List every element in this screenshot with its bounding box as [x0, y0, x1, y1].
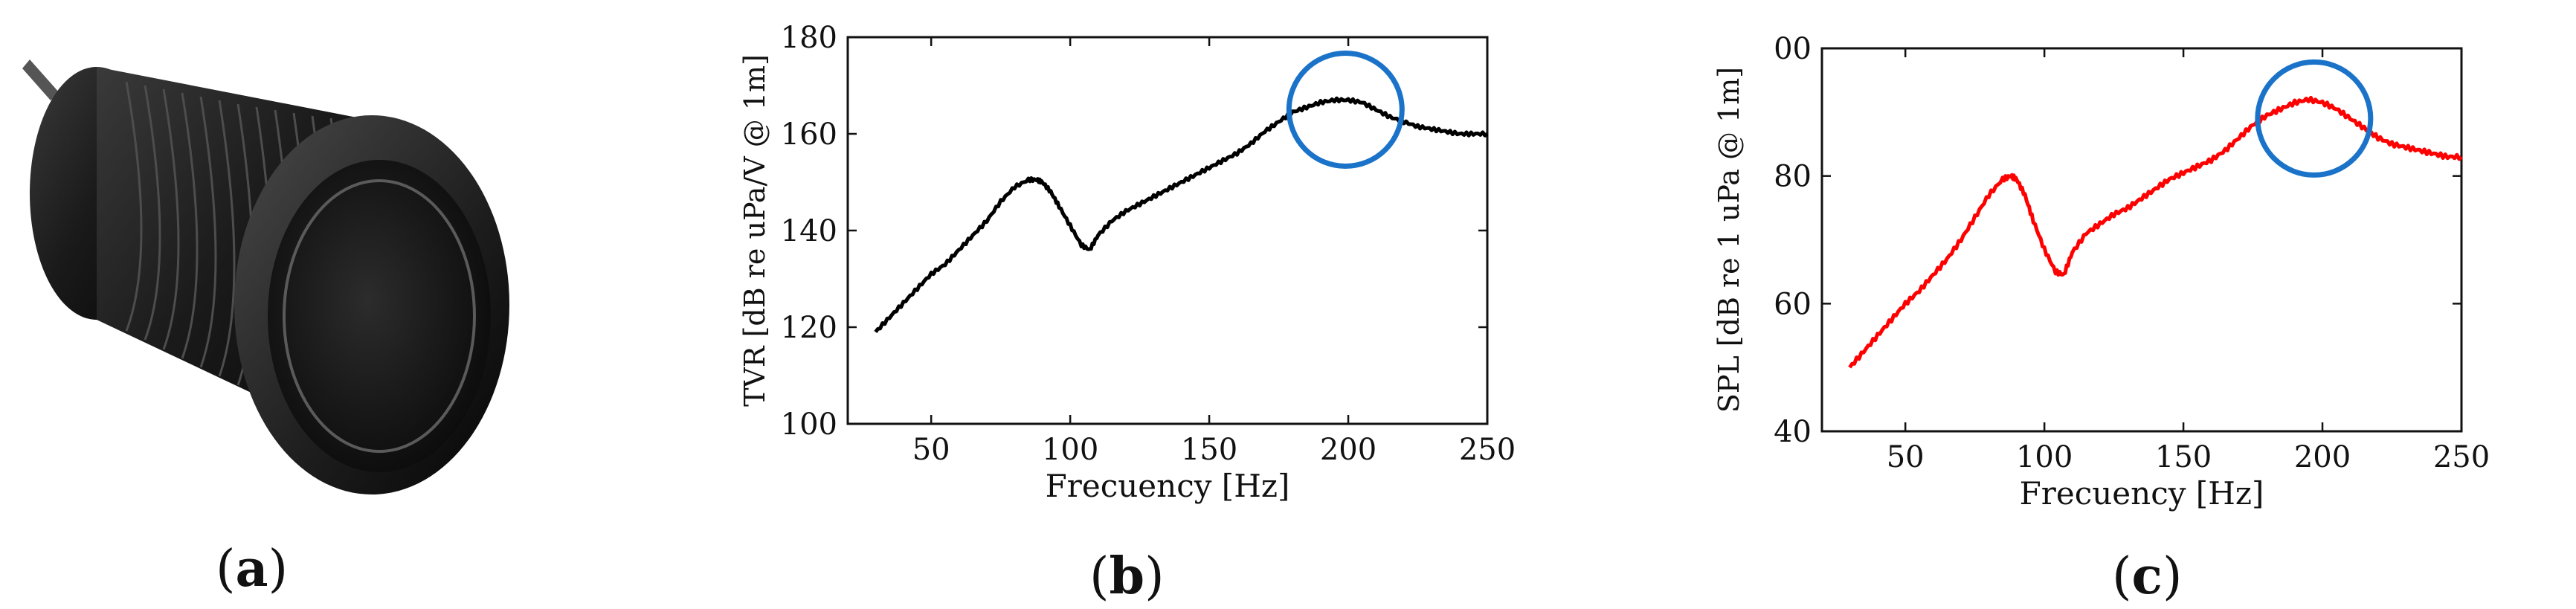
peak-highlight-circle	[2255, 59, 2374, 178]
spl-chart: 50 100 150 200 250 40 60 80 00 Frecuency [Hz] SPL …	[1713, 32, 2490, 512]
x-axis-label: Frecuency [Hz]	[2020, 475, 2264, 512]
x-tick-label: 100	[2016, 440, 2073, 474]
plot-frame	[846, 36, 1489, 425]
face-ring	[283, 179, 476, 453]
panel-label-a-text: a	[235, 539, 268, 599]
y-tick-label: 40	[1774, 415, 1812, 449]
x-tick-label: 200	[1320, 433, 1376, 467]
x-tick-label: 200	[2294, 440, 2351, 474]
transducer-photo	[22, 59, 509, 494]
panel-label-b-text: b	[1109, 547, 1145, 606]
tvr-chart: 50 100 150 200 250 100 120 140 160 180 Frecuency […	[738, 21, 1516, 504]
panel-label-c-text: c	[2131, 547, 2163, 606]
y-tick-label: 60	[1774, 287, 1812, 321]
x-tick-label: 150	[1181, 433, 1237, 467]
y-tick-label: 00	[1774, 32, 1812, 66]
peak-highlight-circle	[1286, 51, 1405, 169]
y-tick-label: 140	[781, 214, 837, 248]
cable-stub	[22, 59, 59, 100]
plot-frame	[1820, 47, 2463, 433]
x-tick-label: 250	[2433, 440, 2490, 474]
panel-label-c: (c)	[2112, 547, 2183, 606]
transducer-face	[268, 160, 491, 472]
y-axis-label: TVR [dB re uPa/V @ 1m]	[738, 54, 771, 407]
y-tick-label: 180	[781, 21, 837, 55]
y-tick-label: 120	[781, 311, 837, 345]
x-axis-label: Frecuency [Hz]	[1046, 468, 1290, 504]
x-tick-label: 100	[1042, 433, 1098, 467]
y-tick-label: 100	[781, 407, 837, 442]
y-tick-label: 160	[781, 117, 837, 152]
x-tick-label: 50	[1887, 440, 1925, 474]
series-line-spl	[1848, 95, 2463, 369]
x-tick-label: 150	[2155, 440, 2212, 474]
x-tick-label: 250	[1459, 433, 1516, 467]
y-axis-label: SPL [dB re 1 uPa @ 1m]	[1713, 67, 1745, 413]
panel-label-a: (a)	[216, 539, 289, 599]
panel-label-b: (b)	[1089, 547, 1165, 606]
y-tick-label: 80	[1774, 160, 1812, 194]
x-tick-label: 50	[912, 433, 950, 467]
series-line-tvr	[874, 96, 1489, 333]
